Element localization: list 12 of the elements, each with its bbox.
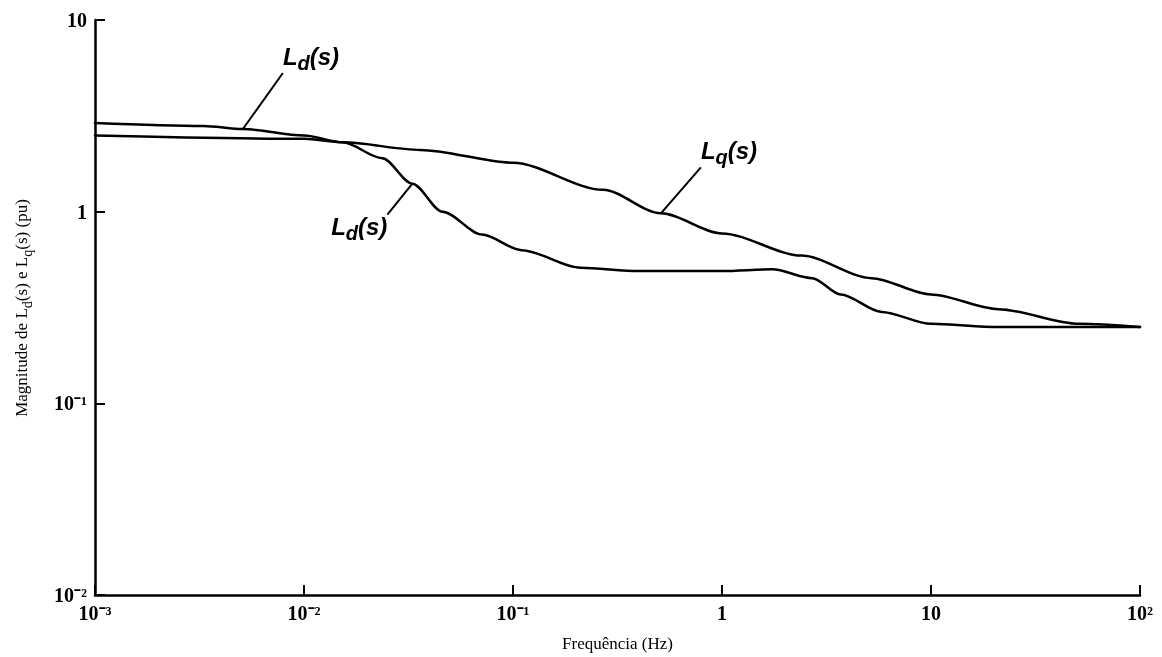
y-tick-label: 10⁻¹ — [54, 392, 87, 415]
annotation: L$_{d}$(s) — [331, 212, 388, 246]
x-tick-label: 10² — [1127, 602, 1153, 624]
text: L$_{d}$(s) — [282, 42, 340, 76]
x-axis-title: Frequência (Hz) — [562, 634, 673, 653]
x-tick-label: 1 — [717, 602, 727, 624]
x-tick-label: 10 — [921, 602, 941, 624]
y-tick-label: 1 — [77, 200, 87, 223]
x-tick-label: 10⁻¹ — [496, 602, 530, 624]
y-tick-label: 10 — [67, 9, 87, 31]
text: L$_{q}$(s) — [700, 136, 758, 170]
x-tick-label: 10⁻² — [287, 602, 321, 624]
